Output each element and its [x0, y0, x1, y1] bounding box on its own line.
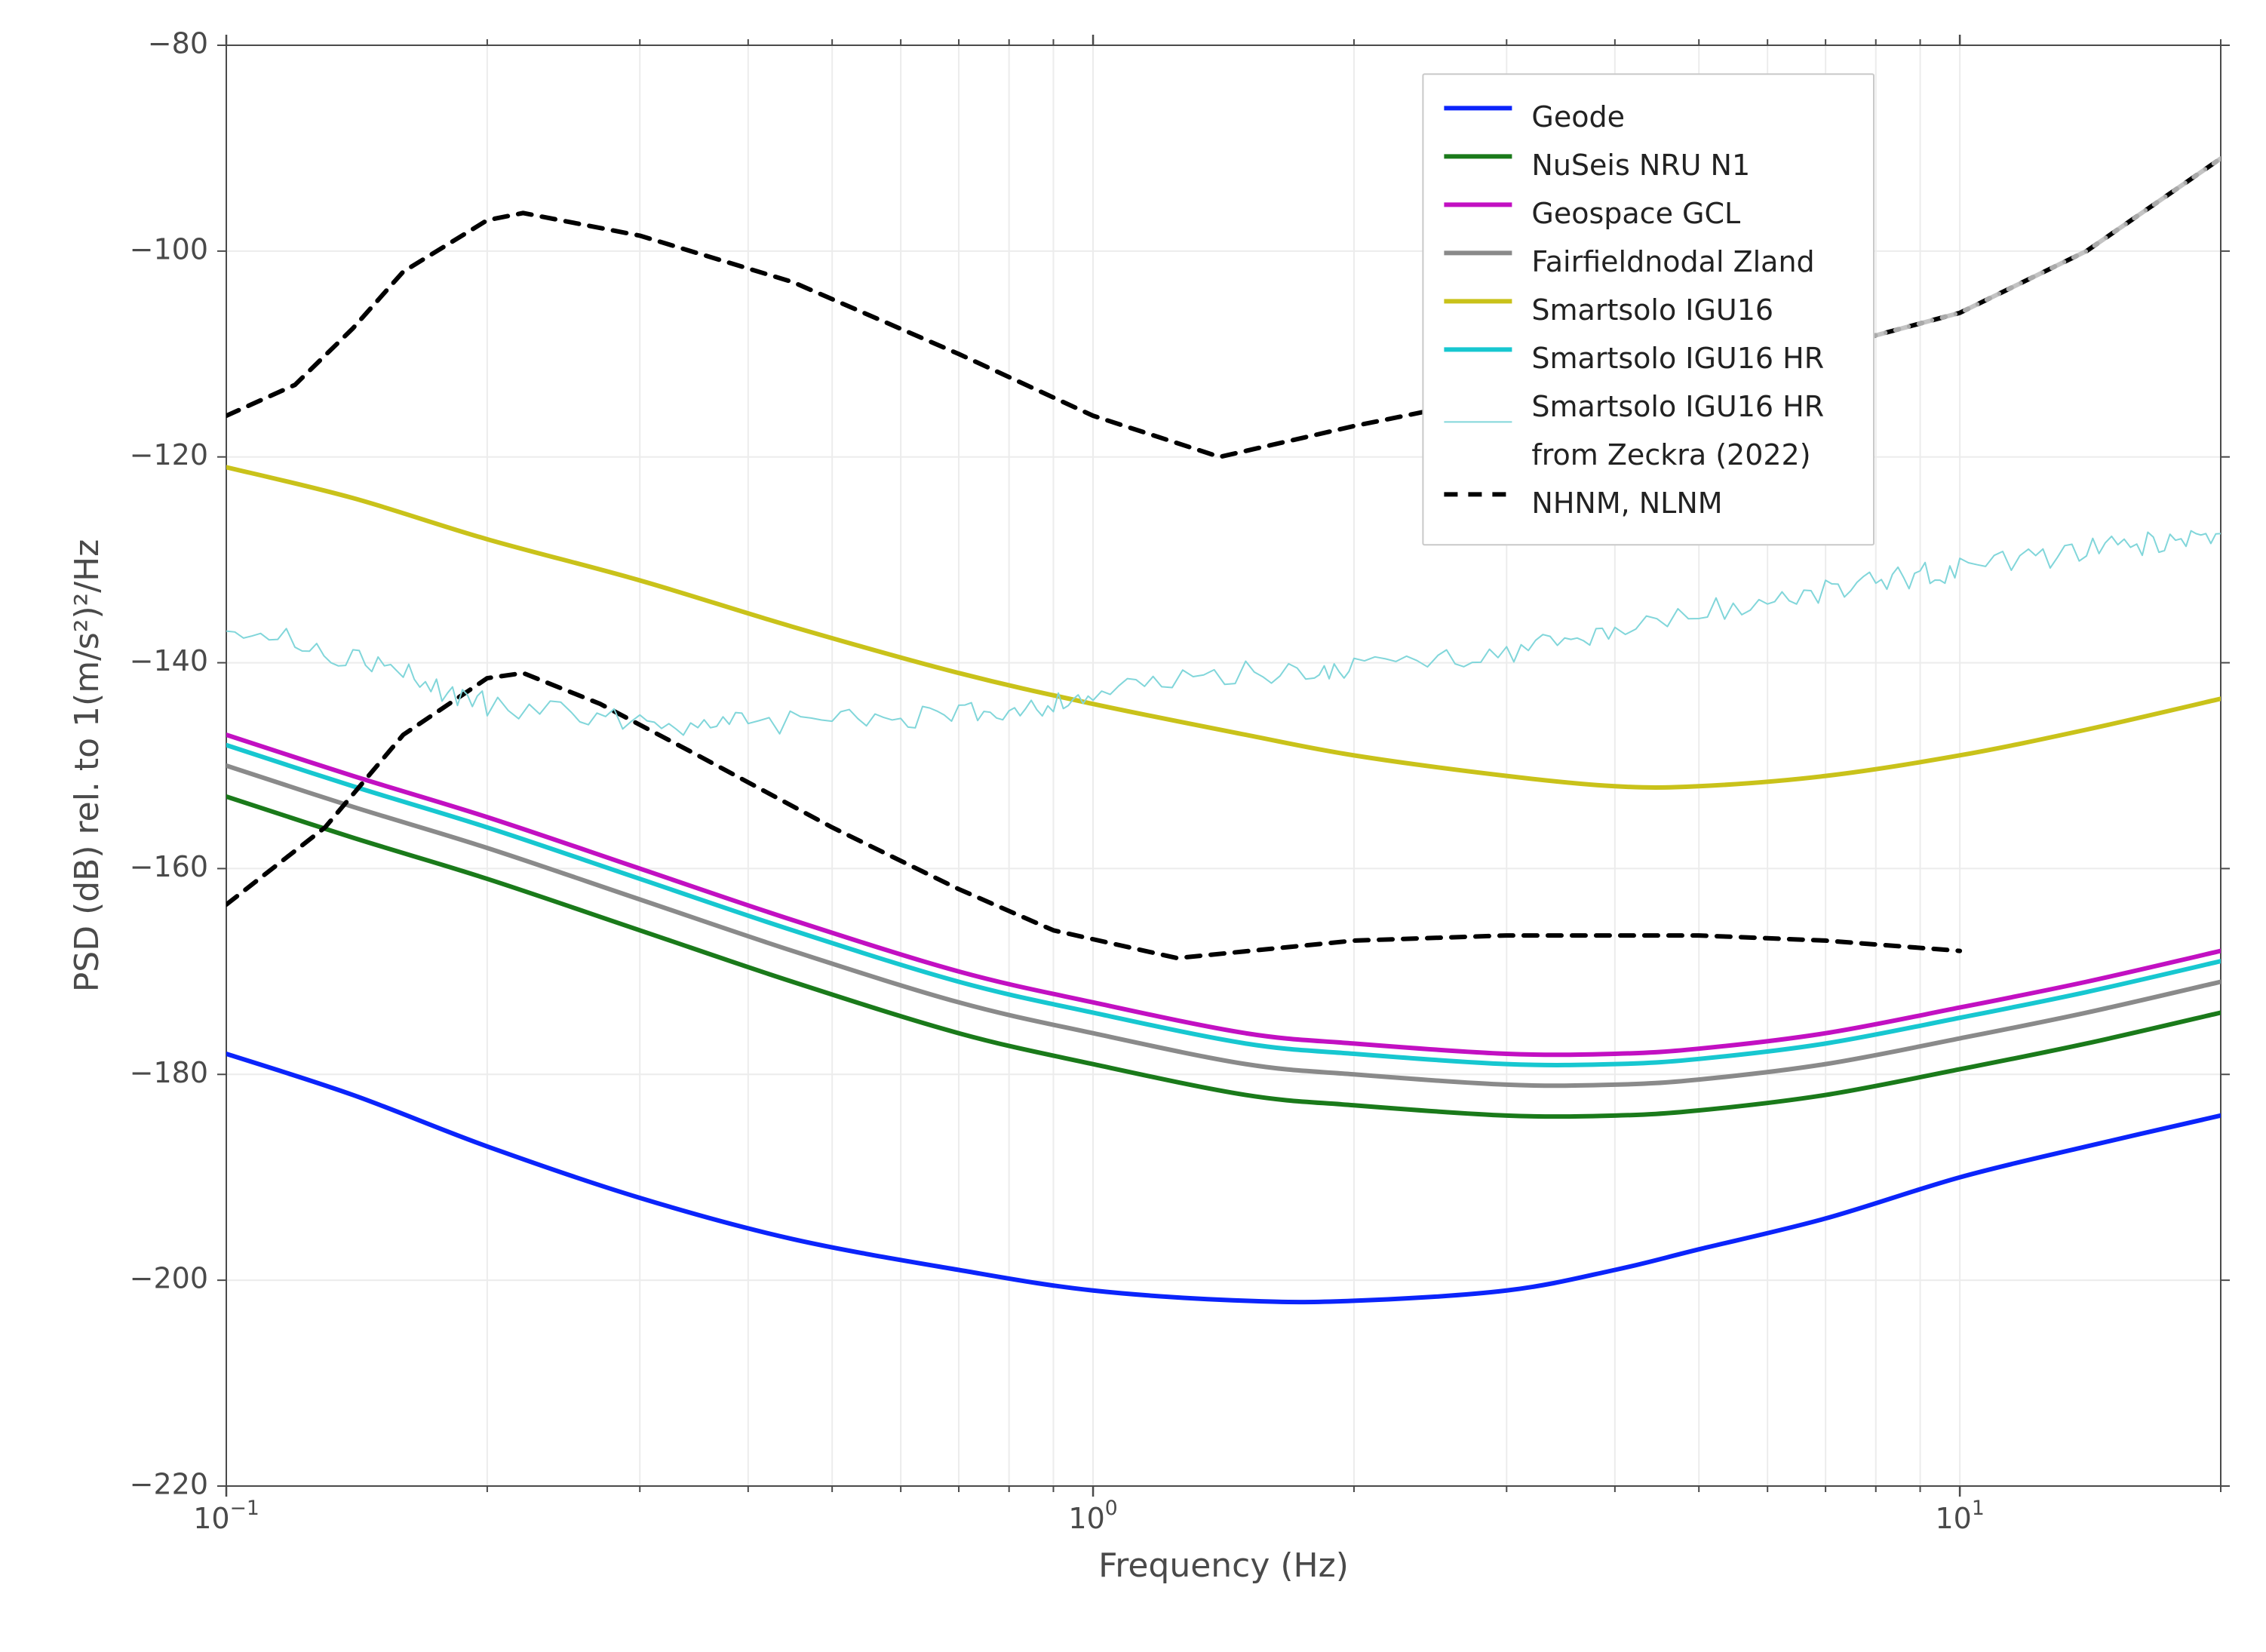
legend-label: NuSeis NRU N1	[1531, 149, 1750, 182]
legend-label: Fairfieldnodal Zland	[1531, 245, 1814, 278]
ytick-label: −100	[130, 232, 208, 266]
ytick-label: −80	[148, 27, 208, 60]
x-axis-label: Frequency (Hz)	[1098, 1546, 1349, 1585]
legend-label: NHNM, NLNM	[1531, 487, 1722, 520]
ytick-label: −180	[130, 1056, 208, 1089]
ytick-label: −140	[130, 644, 208, 677]
legend-label: Smartsolo IGU16 HR	[1531, 342, 1824, 375]
ytick-label: −200	[130, 1262, 208, 1295]
ytick-label: −220	[130, 1468, 208, 1501]
legend-label: Smartsolo IGU16 HR	[1531, 390, 1824, 423]
ytick-label: −120	[130, 438, 208, 471]
psd-noise-chart: −220−200−180−160−140−120−100−8010−110010…	[0, 0, 2266, 1652]
legend-label: Smartsolo IGU16	[1531, 293, 1773, 327]
ytick-label: −160	[130, 850, 208, 883]
legend-label: from Zeckra (2022)	[1531, 438, 1810, 471]
chart-svg: −220−200−180−160−140−120−100−8010−110010…	[0, 0, 2266, 1652]
legend-label: Geospace GCL	[1531, 197, 1740, 230]
legend-label: Geode	[1531, 100, 1625, 134]
y-axis-label: PSD (dB) rel. to 1(m/s²)²/Hz	[68, 539, 106, 993]
legend: Geode NuSeis NRU N1 Geospace GCL Fairfieldn…	[1423, 74, 1874, 545]
